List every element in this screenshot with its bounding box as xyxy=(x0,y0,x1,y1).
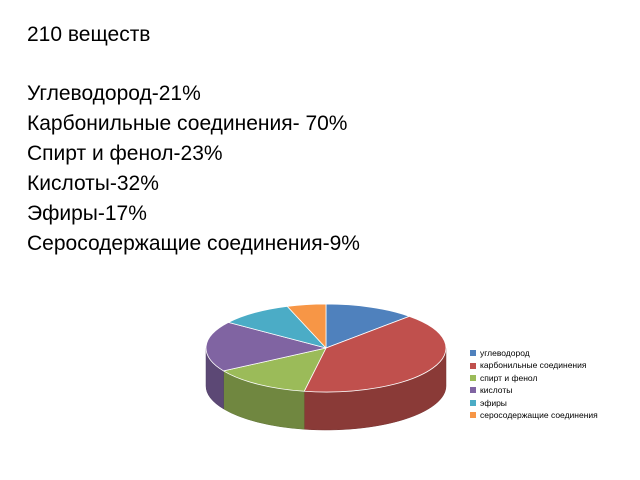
legend-item-carbonyl: карбонильные соединения xyxy=(470,359,598,371)
pie-top xyxy=(205,303,447,393)
text-block: 210 веществ Углеводород-21% Карбонильные… xyxy=(27,20,360,259)
heading: 210 веществ xyxy=(27,23,151,46)
pie-slice-5 xyxy=(286,303,327,349)
legend-swatch xyxy=(470,412,476,419)
legend-label: эфиры xyxy=(480,397,507,408)
item-alcohol-phenol: Спирт и фенол-23% xyxy=(27,142,223,165)
item-sulfur: Серосодержащие соединения-9% xyxy=(27,232,360,255)
legend-item-esters: эфиры xyxy=(470,397,598,409)
legend-item-acids: кислоты xyxy=(470,384,598,396)
pie-slice-1 xyxy=(303,315,447,393)
legend-label: серосодержащие соединения xyxy=(480,410,598,421)
legend-item-hydrocarbons: углеводород xyxy=(470,347,598,359)
legend-item-sulfur: серосодержащие соединения xyxy=(470,409,598,421)
pie-slice-3 xyxy=(205,321,327,372)
chart-legend: углеводород карбонильные соединения спир… xyxy=(470,347,598,421)
legend-label: карбонильные соединения xyxy=(480,360,587,371)
pie-slice-2 xyxy=(223,347,327,392)
item-esters: Эфиры-17% xyxy=(27,202,147,225)
legend-label: углеводород xyxy=(480,348,530,358)
pie-slice-0 xyxy=(325,303,410,349)
legend-label: спирт и фенол xyxy=(480,372,538,383)
legend-label: кислоты xyxy=(480,385,513,396)
legend-item-alcohol-phenol: спирт и фенол xyxy=(470,372,598,384)
legend-swatch xyxy=(470,362,476,369)
item-carbonyl: Карбонильные соединения- 70% xyxy=(27,112,348,135)
item-acids: Кислоты-32% xyxy=(27,172,159,195)
item-hydrocarbons: Углеводород-21% xyxy=(27,82,201,105)
legend-swatch xyxy=(470,399,476,406)
legend-swatch xyxy=(470,375,476,382)
legend-swatch xyxy=(470,350,476,357)
legend-swatch xyxy=(470,387,476,394)
pie-sides xyxy=(205,347,447,431)
pie-slice-4 xyxy=(228,305,327,349)
